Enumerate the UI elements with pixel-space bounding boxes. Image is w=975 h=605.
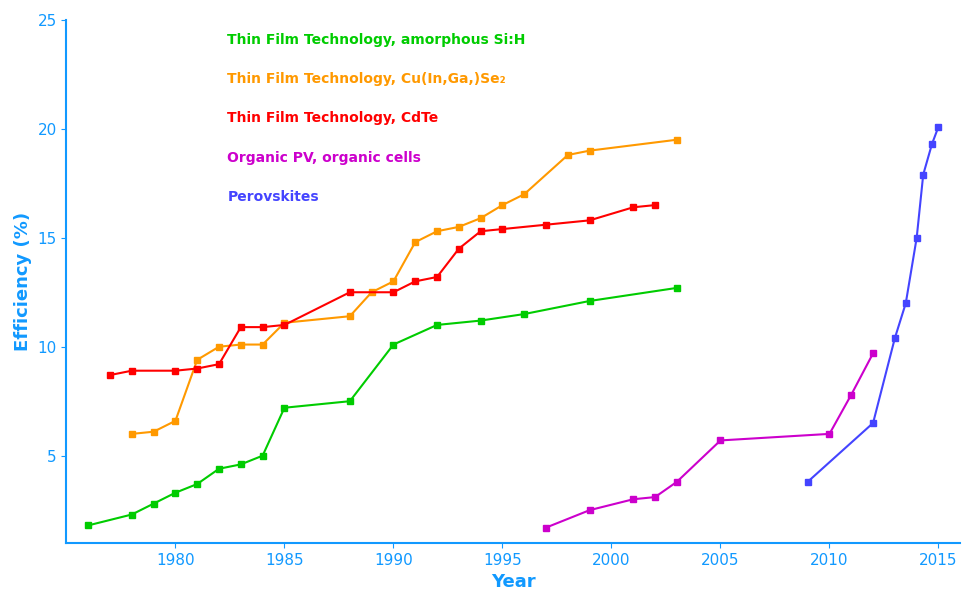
Thin Film Technology, Cu(In,Ga,)Se₂ [256,341,268,348]
Text: Thin Film Technology, CdTe: Thin Film Technology, CdTe [227,111,439,125]
Perovskites [926,140,938,148]
Thin Film Technology, amorphous Si:H [671,284,682,292]
Thin Film Technology, amorphous Si:H [170,489,181,496]
Thin Film Technology, CdTe [649,201,661,209]
Thin Film Technology, Cu(In,Ga,)Se₂ [671,136,682,143]
Thin Film Technology, Cu(In,Ga,)Se₂ [496,201,508,209]
Thin Film Technology, CdTe [496,226,508,233]
Thin Film Technology, amorphous Si:H [256,452,268,459]
Thin Film Technology, amorphous Si:H [191,480,203,488]
Thin Film Technology, CdTe [104,371,116,379]
Thin Film Technology, CdTe [256,324,268,331]
Thin Film Technology, CdTe [410,278,421,285]
Thin Film Technology, amorphous Si:H [214,465,225,473]
Perovskites [933,123,945,130]
Organic PV, organic cells [867,350,878,357]
Thin Film Technology, CdTe [170,367,181,374]
Organic PV, organic cells [628,495,640,503]
Line: Perovskites: Perovskites [804,123,942,485]
Thin Film Technology, Cu(In,Ga,)Se₂ [214,343,225,350]
Thin Film Technology, CdTe [453,245,465,252]
Thin Film Technology, Cu(In,Ga,)Se₂ [584,147,596,154]
Thin Film Technology, Cu(In,Ga,)Se₂ [475,215,487,222]
Line: Organic PV, organic cells: Organic PV, organic cells [542,350,877,531]
Organic PV, organic cells [649,494,661,501]
Thin Film Technology, CdTe [344,289,356,296]
Thin Film Technology, amorphous Si:H [344,397,356,405]
Thin Film Technology, Cu(In,Ga,)Se₂ [344,313,356,320]
Thin Film Technology, Cu(In,Ga,)Se₂ [431,227,443,235]
Text: Thin Film Technology, amorphous Si:H: Thin Film Technology, amorphous Si:H [227,33,526,47]
Thin Film Technology, CdTe [191,365,203,372]
Thin Film Technology, CdTe [431,273,443,281]
Thin Film Technology, CdTe [628,204,640,211]
Thin Film Technology, amorphous Si:H [82,522,94,529]
Thin Film Technology, Cu(In,Ga,)Se₂ [148,428,160,436]
Thin Film Technology, amorphous Si:H [431,321,443,329]
Perovskites [801,478,813,485]
Thin Film Technology, Cu(In,Ga,)Se₂ [366,289,377,296]
Thin Film Technology, CdTe [235,324,247,331]
Organic PV, organic cells [845,391,857,398]
Perovskites [917,171,929,178]
Thin Film Technology, Cu(In,Ga,)Se₂ [453,223,465,231]
Thin Film Technology, CdTe [540,221,552,228]
Thin Film Technology, amorphous Si:H [126,511,137,518]
Organic PV, organic cells [824,430,836,437]
Line: Thin Film Technology, CdTe: Thin Film Technology, CdTe [106,201,658,379]
Organic PV, organic cells [584,506,596,514]
Y-axis label: Efficiency (%): Efficiency (%) [14,212,32,351]
Thin Film Technology, CdTe [126,367,137,374]
Thin Film Technology, CdTe [475,227,487,235]
Organic PV, organic cells [540,524,552,531]
Line: Thin Film Technology, Cu(In,Ga,)Se₂: Thin Film Technology, Cu(In,Ga,)Se₂ [129,136,681,437]
Thin Film Technology, amorphous Si:H [519,310,530,318]
Thin Film Technology, amorphous Si:H [584,297,596,304]
Perovskites [867,419,878,427]
Thin Film Technology, Cu(In,Ga,)Se₂ [562,151,573,159]
Thin Film Technology, Cu(In,Ga,)Se₂ [126,430,137,437]
Perovskites [900,299,912,307]
Thin Film Technology, Cu(In,Ga,)Se₂ [388,278,400,285]
Perovskites [911,234,922,241]
Thin Film Technology, amorphous Si:H [475,317,487,324]
Thin Film Technology, amorphous Si:H [148,500,160,507]
Thin Film Technology, Cu(In,Ga,)Se₂ [410,238,421,246]
Thin Film Technology, Cu(In,Ga,)Se₂ [519,191,530,198]
X-axis label: Year: Year [491,573,535,591]
Thin Film Technology, Cu(In,Ga,)Se₂ [191,356,203,364]
Perovskites [889,335,901,342]
Thin Film Technology, CdTe [584,217,596,224]
Text: Thin Film Technology, Cu(In,Ga,)Se₂: Thin Film Technology, Cu(In,Ga,)Se₂ [227,72,506,86]
Thin Film Technology, amorphous Si:H [388,341,400,348]
Line: Thin Film Technology, amorphous Si:H: Thin Film Technology, amorphous Si:H [85,284,681,529]
Text: Perovskites: Perovskites [227,190,319,204]
Thin Film Technology, amorphous Si:H [279,404,291,411]
Thin Film Technology, CdTe [214,361,225,368]
Organic PV, organic cells [715,437,726,444]
Thin Film Technology, Cu(In,Ga,)Se₂ [279,319,291,326]
Thin Film Technology, CdTe [388,289,400,296]
Thin Film Technology, amorphous Si:H [235,461,247,468]
Thin Film Technology, Cu(In,Ga,)Se₂ [235,341,247,348]
Organic PV, organic cells [671,478,682,485]
Thin Film Technology, CdTe [279,321,291,329]
Thin Film Technology, Cu(In,Ga,)Se₂ [170,417,181,425]
Text: Organic PV, organic cells: Organic PV, organic cells [227,151,421,165]
